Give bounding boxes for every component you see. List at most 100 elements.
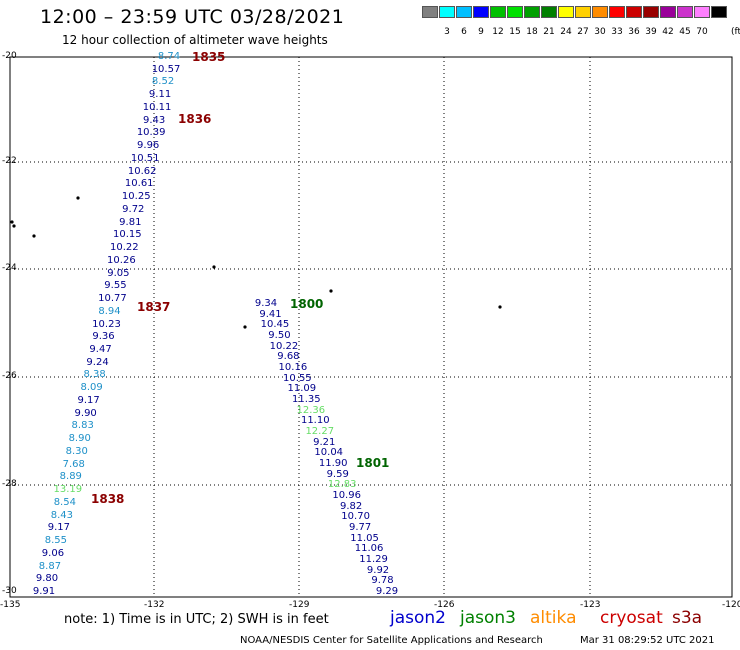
map-grid	[10, 57, 732, 597]
wave-height-value: 10.96	[332, 490, 361, 501]
wave-height-value: 10.70	[341, 511, 370, 523]
satellite-legend-s3a: s3a	[672, 608, 703, 628]
wave-height-value: 8.94	[98, 305, 121, 317]
wave-height-value: 9.24	[86, 356, 109, 368]
lat-tick-label: -28	[2, 479, 17, 489]
wave-height-value: 9.05	[107, 267, 130, 279]
wave-height-value: 11.09	[287, 383, 317, 395]
wave-height-value: 8.89	[59, 471, 82, 483]
lat-tick-label: -22	[2, 156, 17, 166]
wave-height-value: 13.19	[53, 484, 83, 496]
wave-height-value: 10.62	[127, 165, 157, 177]
pass-time-label: 1838	[91, 492, 125, 506]
pass-time-label: 1835	[192, 50, 226, 64]
wave-height-value: 10.51	[130, 152, 160, 164]
islands	[10, 196, 502, 329]
wave-height-value: 9.36	[92, 331, 115, 343]
scale-swatch	[660, 6, 676, 18]
wave-height-value: 11.10	[300, 415, 330, 427]
wave-height-value: 8.43	[50, 509, 73, 521]
wave-height-value: 8.09	[80, 382, 103, 394]
lat-tick-label: -30	[2, 586, 17, 596]
map-frame	[9, 56, 733, 598]
wave-height-value: 9.34	[254, 298, 278, 309]
wave-height-value: 10.25	[121, 191, 151, 203]
wave-height-value: 9.77	[348, 522, 372, 533]
scale-label: 9	[478, 27, 484, 37]
wave-height-value: 10.57	[151, 63, 181, 75]
wave-height-value: 9.96	[137, 140, 160, 152]
wave-height-value: 10.77	[98, 293, 127, 305]
scale-label: 30	[594, 27, 606, 37]
lon-tick-label: -129	[289, 600, 310, 610]
wave-height-value: 9.81	[119, 216, 142, 228]
wave-height-value: 12.83	[327, 479, 357, 491]
lon-tick-label: -126	[434, 600, 455, 610]
wave-height-value: 10.39	[136, 127, 166, 139]
wave-height-value: 8.38	[83, 369, 106, 381]
scale-swatch	[592, 6, 608, 18]
scale-swatch	[575, 6, 591, 18]
scale-swatch	[626, 6, 642, 18]
island-dot	[32, 234, 36, 238]
wave-height-value: 10.04	[314, 447, 344, 459]
lat-tick-label: -20	[2, 51, 17, 61]
timestamp-text: Mar 31 08:29:52 UTC 2021	[580, 635, 715, 646]
wave-height-value: 9.47	[89, 343, 112, 355]
scale-label: 33	[611, 27, 623, 37]
wave-height-value: 9.80	[35, 573, 59, 585]
wave-height-value: 11.29	[359, 554, 388, 565]
wave-height-value: 10.23	[92, 318, 121, 330]
lat-tick-label: -24	[2, 263, 17, 273]
satellite-legend-cryosat: cryosat	[600, 608, 663, 628]
island-dot	[243, 325, 247, 329]
note-text: note: 1) Time is in UTC; 2) SWH is in fe…	[64, 612, 329, 627]
pass-time-label: 1801	[356, 456, 390, 470]
wave-height-value: 9.55	[104, 280, 127, 292]
scale-label: 39	[645, 27, 657, 37]
wave-height-value: 11.06	[354, 543, 384, 555]
scale-label: 27	[577, 27, 589, 37]
pass-time-label: 1837	[137, 300, 171, 314]
wave-height-value: 10.26	[107, 254, 136, 266]
wave-height-value: 9.17	[77, 394, 100, 406]
lon-tick-label: -123	[580, 600, 601, 610]
wave-height-value: 10.45	[260, 319, 290, 331]
scale-swatch	[490, 6, 506, 18]
scale-unit: (ft)	[731, 27, 740, 37]
wave-height-value: 9.21	[313, 436, 336, 448]
wave-height-value: 9.29	[375, 586, 399, 597]
satellite-legend-jason2: jason2	[390, 608, 446, 628]
wave-height-value: 8.55	[44, 535, 68, 547]
pass-time-label: 1836	[178, 112, 212, 126]
wave-height-value: 10.61	[124, 178, 154, 190]
wave-height-value: 9.43	[142, 114, 166, 126]
wave-height-value: 9.78	[371, 575, 394, 587]
scale-label: 42	[662, 27, 674, 37]
scale-label: 70	[696, 27, 708, 37]
wave-height-value: 9.92	[366, 564, 390, 576]
satellite-legend-jason3: jason3	[460, 608, 516, 628]
satellite-legend-altika: altika	[530, 608, 577, 628]
island-dot	[12, 224, 16, 228]
wave-height-value: 11.35	[292, 394, 321, 405]
wave-height-value: 8.74	[157, 51, 181, 62]
wave-height-value: 12.27	[305, 426, 335, 437]
scale-label: 6	[461, 27, 467, 37]
scale-label: 24	[560, 27, 572, 37]
scale-swatch	[456, 6, 472, 18]
wave-height-value: 9.41	[259, 308, 282, 320]
wave-height-value: 10.55	[283, 372, 312, 384]
wave-height-value: 10.22	[110, 242, 139, 254]
island-dot	[212, 265, 216, 269]
island-dot	[10, 220, 14, 224]
wave-height-value: 11.05	[350, 532, 379, 544]
lat-tick-label: -26	[2, 371, 17, 381]
scale-swatch	[507, 6, 523, 18]
scale-swatch	[609, 6, 625, 18]
wave-height-value: 8.52	[151, 76, 175, 88]
wave-height-value: 10.15	[113, 229, 142, 241]
wave-height-value: 9.17	[47, 522, 71, 534]
scale-swatch	[677, 6, 693, 18]
